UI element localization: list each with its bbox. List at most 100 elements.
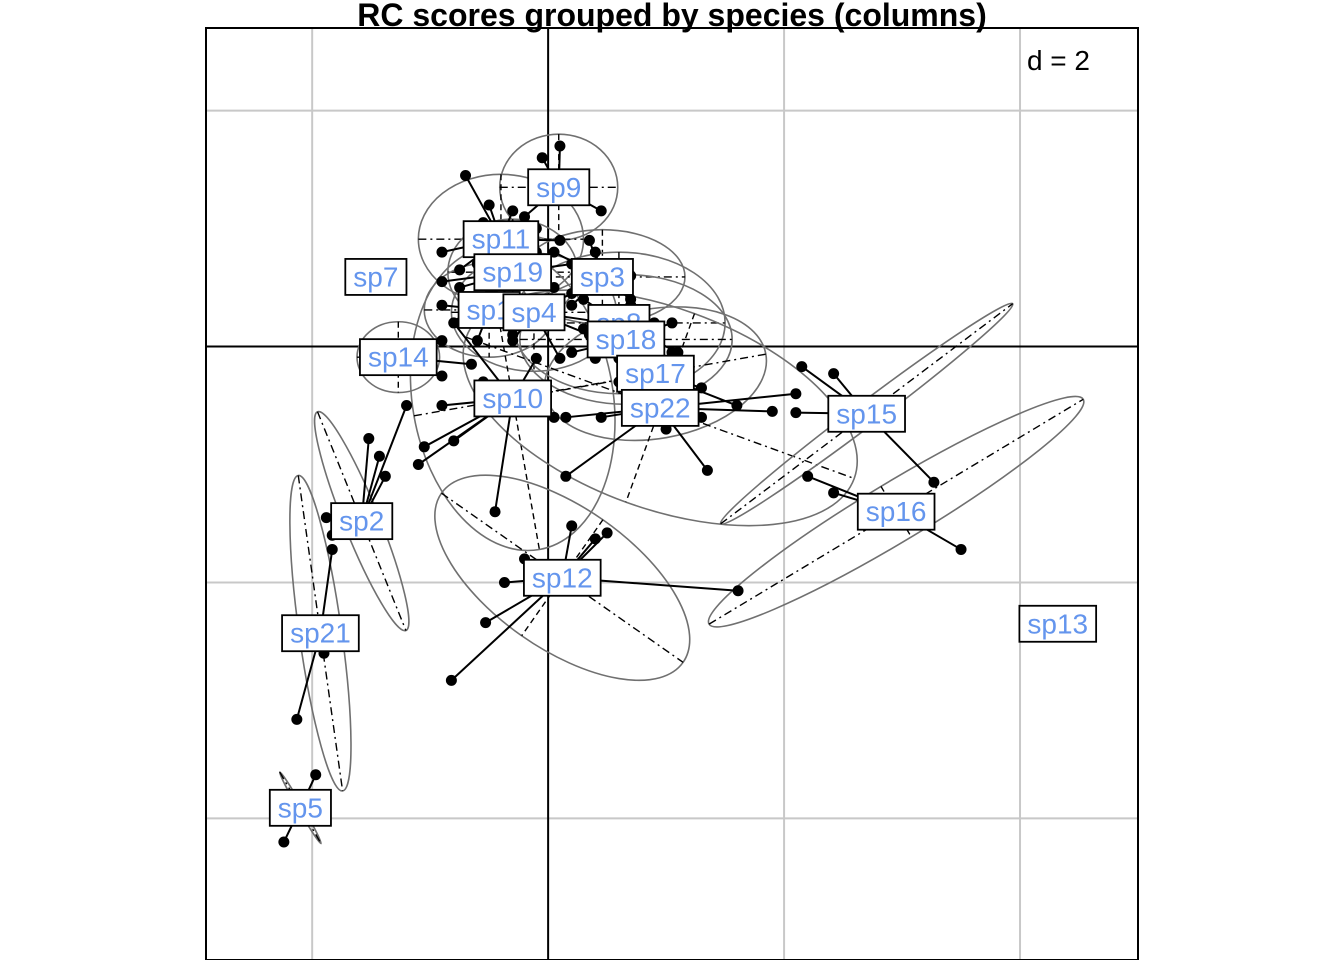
score-point-sp22 — [766, 405, 778, 417]
score-point-sp22 — [595, 411, 607, 423]
species-label-text: sp22 — [630, 392, 691, 423]
ellipse-axis-major-sp21 — [297, 475, 344, 792]
score-point-sp12 — [445, 674, 457, 686]
species-label-box — [359, 338, 438, 377]
score-point-sp22 — [560, 470, 572, 482]
star-line-sp2 — [360, 405, 408, 522]
species-label-text: sp4 — [511, 297, 556, 328]
species-label-sp3: sp3 — [570, 258, 634, 296]
plot-frame — [205, 27, 1139, 960]
species-label-box — [502, 293, 566, 332]
ellipse-axis-major-sp2 — [316, 411, 407, 631]
species-label-sp21: sp21 — [281, 614, 360, 653]
species-label-box — [462, 220, 540, 259]
score-point-sp21 — [291, 713, 303, 725]
species-label-text: sp12 — [532, 562, 593, 593]
score-point-sp12 — [498, 576, 510, 588]
species-label-text: sp3 — [580, 261, 625, 292]
score-point-sp5 — [278, 836, 290, 848]
score-point-sp12 — [589, 533, 601, 545]
score-point-sp18 — [566, 346, 578, 358]
score-point-sp11 — [554, 234, 566, 246]
species-label-box — [473, 379, 552, 418]
species-label-sp16: sp16 — [856, 492, 936, 531]
score-point-sp16 — [802, 470, 814, 482]
score-point-sp10 — [436, 400, 448, 412]
species-label-box — [827, 394, 906, 433]
species-label-sp19: sp19 — [473, 253, 552, 292]
species-label-text: sp21 — [290, 618, 351, 649]
score-point-sp3 — [583, 234, 595, 246]
score-point-sp22 — [701, 464, 713, 476]
score-point-sp15 — [790, 407, 802, 419]
score-point-sp15 — [928, 476, 940, 488]
score-point-sp21 — [326, 543, 338, 555]
species-label-text: sp19 — [482, 257, 543, 288]
score-point-sp19 — [454, 282, 466, 294]
species-label-sp2: sp2 — [330, 502, 394, 541]
score-point-sp16 — [955, 543, 967, 555]
score-point-sp11 — [460, 169, 472, 181]
species-label-sp7: sp7 — [344, 258, 408, 296]
species-label-box — [527, 168, 591, 207]
score-point-sp10 — [448, 435, 460, 447]
species-label-box — [330, 502, 394, 541]
species-label-sp4: sp4 — [502, 293, 566, 332]
species-label-text: sp5 — [278, 792, 323, 823]
score-point-sp3 — [589, 246, 601, 258]
score-point-sp17 — [731, 400, 743, 412]
species-label-box — [268, 788, 332, 827]
score-point-sp9 — [595, 205, 607, 217]
score-point-sp10 — [412, 459, 424, 471]
score-point-sp10 — [448, 317, 460, 329]
species-label-text: sp15 — [836, 398, 897, 429]
score-point-sp8 — [578, 293, 590, 305]
species-label-box — [281, 614, 360, 653]
score-point-sp2 — [379, 470, 391, 482]
score-point-sp14 — [436, 335, 448, 347]
score-point-sp16 — [828, 487, 840, 499]
species-label-text: sp9 — [536, 172, 581, 203]
score-point-sp15 — [828, 368, 840, 380]
species-label-text: sp2 — [339, 506, 384, 537]
score-point-sp1 — [436, 299, 448, 311]
species-label-box — [570, 258, 634, 296]
score-point-sp1 — [471, 335, 483, 347]
species-label-sp5: sp5 — [268, 788, 332, 827]
species-label-box — [620, 388, 700, 427]
score-point-sp5 — [310, 769, 322, 781]
species-label-sp14: sp14 — [359, 338, 438, 377]
score-point-sp18 — [578, 323, 590, 335]
species-label-text: sp10 — [482, 383, 543, 414]
score-point-sp22 — [790, 388, 802, 400]
score-point-sp12 — [732, 585, 744, 597]
score-point-sp2 — [363, 433, 375, 445]
scale-label: d = 2 — [1027, 45, 1090, 76]
score-point-sp9 — [554, 140, 566, 152]
species-label-text: sp13 — [1027, 608, 1088, 639]
score-point-sp11 — [436, 246, 448, 258]
ellipse-axis-major-sp10 — [413, 380, 612, 417]
species-label-text: sp11 — [472, 224, 531, 255]
score-point-sp11 — [483, 199, 495, 211]
score-point-sp19 — [436, 276, 448, 288]
species-label-sp9: sp9 — [527, 168, 591, 207]
species-label-box — [523, 558, 602, 597]
species-label-box — [856, 492, 936, 531]
score-point-sp11 — [454, 264, 466, 276]
score-point-sp2 — [373, 450, 385, 462]
species-label-box — [616, 354, 695, 393]
species-label-sp22: sp22 — [620, 388, 700, 427]
species-label-text: sp14 — [368, 342, 429, 373]
species-label-box — [344, 258, 408, 296]
score-point-sp10 — [418, 441, 430, 453]
score-point-sp3 — [566, 299, 578, 311]
score-point-sp10 — [530, 352, 542, 364]
score-point-sp2 — [320, 512, 332, 524]
species-label-text: sp7 — [353, 261, 398, 292]
score-point-sp9 — [536, 152, 548, 164]
score-point-sp15 — [796, 361, 808, 373]
ellipse-axis-major-sp22 — [465, 336, 855, 480]
score-point-sp9 — [519, 211, 531, 223]
